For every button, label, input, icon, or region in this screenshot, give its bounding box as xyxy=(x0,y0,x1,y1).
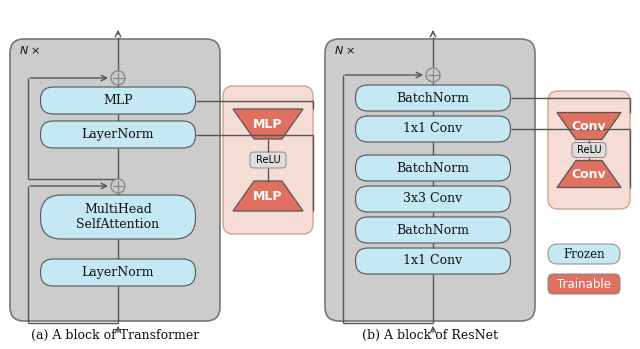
Text: BatchNorm: BatchNorm xyxy=(397,223,470,237)
Text: $N$ $\times$: $N$ $\times$ xyxy=(19,44,41,56)
FancyBboxPatch shape xyxy=(548,91,630,209)
Circle shape xyxy=(111,179,125,193)
FancyBboxPatch shape xyxy=(355,85,511,111)
FancyBboxPatch shape xyxy=(40,87,195,114)
Text: Conv: Conv xyxy=(572,119,606,133)
Text: Frozen: Frozen xyxy=(563,247,605,260)
FancyBboxPatch shape xyxy=(548,274,620,294)
FancyBboxPatch shape xyxy=(355,186,511,212)
FancyBboxPatch shape xyxy=(223,86,313,234)
FancyBboxPatch shape xyxy=(40,195,195,239)
FancyBboxPatch shape xyxy=(572,142,606,157)
Text: (a) A block of Transformer: (a) A block of Transformer xyxy=(31,328,199,342)
FancyBboxPatch shape xyxy=(355,248,511,274)
Polygon shape xyxy=(557,112,621,140)
Text: 3x3 Conv: 3x3 Conv xyxy=(403,193,463,206)
FancyBboxPatch shape xyxy=(548,244,620,264)
Polygon shape xyxy=(233,109,303,139)
Text: LayerNorm: LayerNorm xyxy=(82,128,154,141)
Text: BatchNorm: BatchNorm xyxy=(397,91,470,104)
Text: BatchNorm: BatchNorm xyxy=(397,162,470,174)
Circle shape xyxy=(426,68,440,82)
Text: (b) A block of ResNet: (b) A block of ResNet xyxy=(362,328,498,342)
Text: MultiHead
SelfAttention: MultiHead SelfAttention xyxy=(76,203,159,231)
FancyBboxPatch shape xyxy=(355,116,511,142)
Text: Conv: Conv xyxy=(572,168,606,180)
FancyBboxPatch shape xyxy=(250,152,286,168)
Text: ReLU: ReLU xyxy=(577,145,602,155)
Text: MLP: MLP xyxy=(253,118,283,131)
Text: MLP: MLP xyxy=(103,94,133,107)
FancyBboxPatch shape xyxy=(40,259,195,286)
Circle shape xyxy=(111,71,125,85)
Text: 1x1 Conv: 1x1 Conv xyxy=(403,122,463,135)
Text: LayerNorm: LayerNorm xyxy=(82,266,154,279)
Text: $N$ $\times$: $N$ $\times$ xyxy=(334,44,356,56)
Polygon shape xyxy=(557,161,621,187)
FancyBboxPatch shape xyxy=(355,155,511,181)
FancyBboxPatch shape xyxy=(10,39,220,321)
FancyBboxPatch shape xyxy=(355,217,511,243)
Text: Trainable: Trainable xyxy=(557,277,611,290)
Text: 1x1 Conv: 1x1 Conv xyxy=(403,254,463,267)
FancyBboxPatch shape xyxy=(325,39,535,321)
Polygon shape xyxy=(233,181,303,211)
FancyBboxPatch shape xyxy=(40,121,195,148)
Text: ReLU: ReLU xyxy=(256,155,280,165)
Text: MLP: MLP xyxy=(253,190,283,202)
